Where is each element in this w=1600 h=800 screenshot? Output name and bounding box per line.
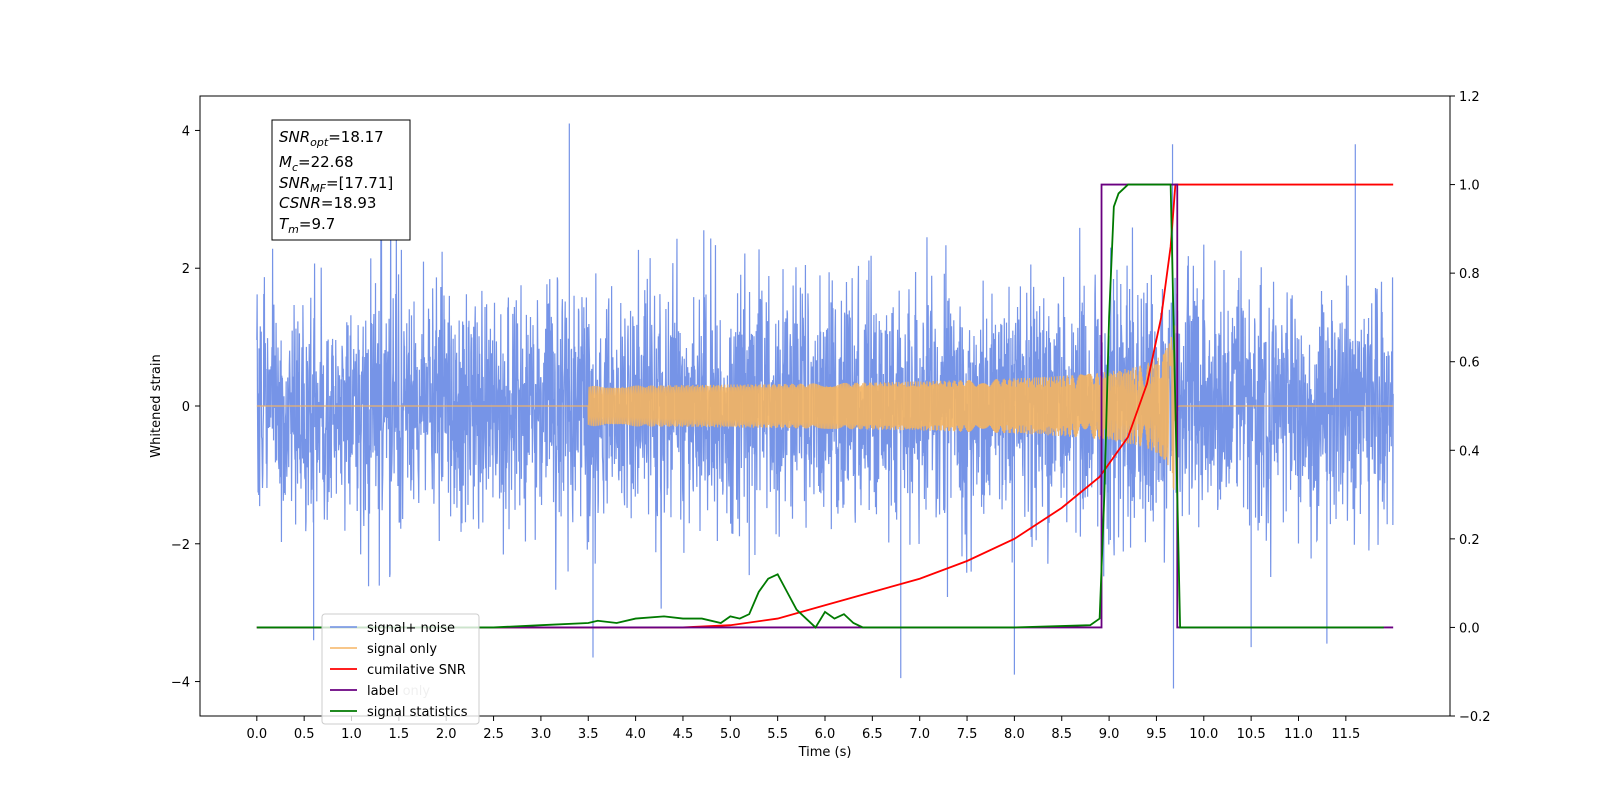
x-tick-label: 3.0	[531, 727, 552, 742]
x-tick-label: 3.5	[578, 727, 599, 742]
y2-tick-label: 1.0	[1459, 179, 1480, 194]
y-tick-label: −2	[171, 538, 190, 553]
x-tick-label: 1.5	[389, 727, 410, 742]
y2-tick-label: 0.2	[1459, 533, 1480, 548]
legend: label only signal+ noise signal only cumil…	[321, 613, 480, 725]
x-axis-ticks: 0.0 0.5 1.0 1.5 2.0 2.5 3.0 3.5 4.0 4.5 5.0 5.5 6.0 6…	[246, 716, 1360, 742]
annotation-value: =22.68	[298, 153, 354, 171]
legend-items: signal+ noise signal only cumilative SNR la…	[330, 621, 468, 720]
x-tick-label: 11.0	[1284, 727, 1313, 742]
legend-frame	[321, 613, 480, 725]
annotation-lines: SNRopt=18.17Mc=22.68SNRMF=[17.71]CSNR=18…	[279, 128, 393, 236]
y2-tick-label: 0.6	[1459, 356, 1480, 371]
annotation-symbol: SNR	[279, 174, 310, 192]
annotation-value: =18.93	[321, 194, 377, 212]
annotation-subscript: c	[292, 161, 298, 174]
x-tick-label: 2.0	[436, 727, 457, 742]
annotation-value: =18.17	[328, 128, 384, 146]
annotation-line: Tm=9.7	[279, 215, 335, 236]
y-axis-ticks: 4 2 0 −2 −4	[171, 124, 200, 691]
legend-label: signal only	[367, 642, 437, 657]
x-tick-label: 6.5	[862, 727, 883, 742]
series-signal-statistics	[256, 183, 1384, 629]
annotation-symbol: M	[279, 153, 292, 171]
x-tick-label: 0.5	[294, 727, 315, 742]
series-layer	[256, 123, 1394, 689]
annotation-value: =9.7	[299, 215, 335, 233]
series-cumulative-snr	[256, 183, 1394, 629]
y2-tick-label: 0.4	[1459, 444, 1480, 459]
annotation-symbol: CSNR	[279, 194, 321, 212]
annotation-subscript: opt	[310, 136, 329, 149]
series-signal-only	[256, 324, 1394, 490]
y2-tick-label: 0.8	[1459, 267, 1480, 282]
x-tick-label: 6.0	[815, 727, 836, 742]
x-tick-label: 7.0	[909, 727, 930, 742]
annotation-symbol: T	[279, 215, 290, 233]
x-tick-label: 4.0	[625, 727, 646, 742]
y-tick-label: 4	[182, 124, 190, 139]
y-tick-label: 0	[182, 400, 190, 415]
y-tick-label: −4	[171, 676, 190, 691]
x-tick-label: 2.5	[483, 727, 504, 742]
annotation-frame	[271, 119, 411, 241]
annotation-line: SNRopt=18.17	[279, 128, 384, 149]
x-tick-label: 7.5	[957, 727, 978, 742]
x-tick-label: 8.5	[1051, 727, 1072, 742]
x-tick-label: 8.0	[1004, 727, 1025, 742]
annotation-box: SNRopt=18.17Mc=22.68SNRMF=[17.71]CSNR=18…	[271, 119, 411, 241]
x-tick-label: 1.0	[341, 727, 362, 742]
y2-axis-ticks: 1.2 1.0 0.8 0.6 0.4 0.2 0.0 −0.2	[1450, 90, 1491, 725]
x-tick-label: 10.5	[1237, 727, 1266, 742]
legend-label: signal+ noise	[367, 621, 455, 636]
legend-label: label	[367, 684, 398, 699]
legend-hidden-note: label only	[367, 684, 430, 699]
x-tick-label: 9.5	[1146, 727, 1167, 742]
y2-tick-label: 1.2	[1459, 90, 1480, 105]
x-tick-label: 11.5	[1331, 727, 1360, 742]
x-tick-label: 9.0	[1099, 727, 1120, 742]
x-tick-label: 4.5	[673, 727, 694, 742]
x-tick-label: 5.0	[720, 727, 741, 742]
annotation-line: CSNR=18.93	[279, 194, 376, 212]
y2-tick-label: −0.2	[1459, 710, 1491, 725]
y-axis-label: Whitened strain	[149, 354, 164, 457]
annotation-symbol: SNR	[279, 128, 310, 146]
y-tick-label: 2	[182, 262, 190, 277]
annotation-line: Mc=22.68	[279, 153, 354, 174]
annotation-subscript: m	[288, 223, 299, 236]
x-tick-label: 0.0	[246, 727, 267, 742]
annotation-value: =[17.71]	[326, 174, 393, 192]
legend-label: cumilative SNR	[367, 663, 466, 678]
x-tick-label: 10.0	[1189, 727, 1218, 742]
x-tick-label: 5.5	[767, 727, 788, 742]
annotation-subscript: MF	[310, 182, 326, 195]
x-axis-label: Time (s)	[798, 745, 852, 760]
annotation-line: SNRMF=[17.71]	[279, 174, 393, 195]
y2-tick-label: 0.0	[1459, 621, 1480, 636]
legend-label: signal statistics	[367, 705, 468, 720]
